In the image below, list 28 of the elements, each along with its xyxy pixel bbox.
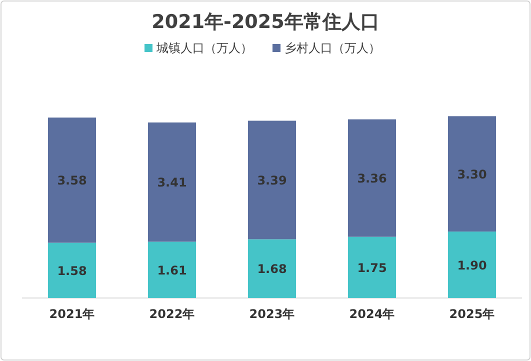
chart-title: 2021年-2025年常住人口 bbox=[152, 11, 380, 33]
bar bbox=[448, 116, 496, 232]
data-label: 1.75 bbox=[357, 260, 387, 275]
data-label: 1.58 bbox=[57, 264, 87, 278]
bar bbox=[348, 119, 396, 237]
bar bbox=[348, 236, 396, 298]
data-label: 1.90 bbox=[457, 258, 487, 272]
bar bbox=[248, 239, 296, 298]
bar bbox=[148, 242, 196, 298]
data-label: 1.68 bbox=[257, 262, 287, 276]
bar bbox=[448, 232, 496, 298]
data-label: 3.39 bbox=[257, 173, 287, 188]
legend-label: 城镇人口（万人） bbox=[156, 41, 252, 55]
x-tick-label: 2025年 bbox=[449, 307, 495, 321]
bar bbox=[48, 242, 96, 298]
data-label: 3.36 bbox=[357, 172, 387, 186]
data-label: 1.61 bbox=[157, 263, 187, 278]
bar bbox=[248, 120, 296, 240]
x-tick-label: 2021年 bbox=[49, 307, 95, 321]
x-tick-label: 2022年 bbox=[149, 307, 195, 321]
bar bbox=[148, 122, 196, 242]
data-label: 3.58 bbox=[57, 174, 87, 188]
bar bbox=[48, 118, 96, 243]
x-tick-label: 2024年 bbox=[349, 307, 395, 321]
data-label: 3.41 bbox=[157, 176, 187, 190]
x-tick-label: 2023年 bbox=[249, 307, 295, 321]
legend-label: 乡村人口（万人） bbox=[284, 41, 380, 55]
data-label: 3.30 bbox=[457, 167, 487, 182]
